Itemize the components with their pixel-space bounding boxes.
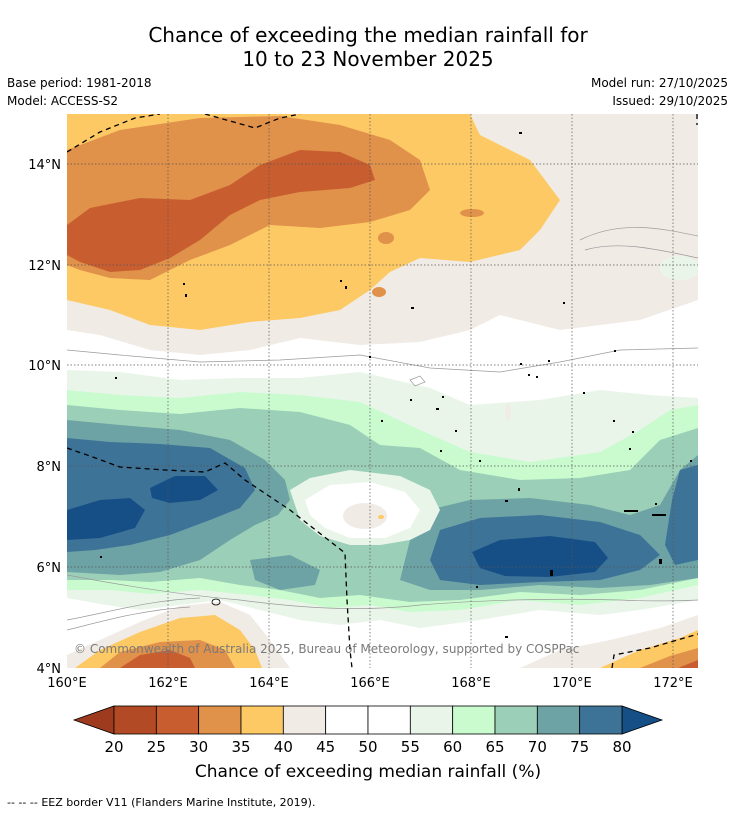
lon-label-166e: 166°E: [350, 676, 390, 691]
contour-central-35-40: [378, 515, 384, 519]
colorbar-tick-75: 75: [570, 738, 589, 756]
lon-label-164e: 164°E: [249, 676, 289, 691]
colorbar-under-triangle: [72, 705, 115, 735]
colorbar-cell-c75_80: [579, 705, 623, 735]
blob-green-a: [325, 432, 359, 452]
contour-lines: [67, 227, 698, 631]
base-period-label: Base period: 1981-2018: [7, 76, 152, 90]
colorbar-tick-80: 80: [612, 738, 631, 756]
lat-label-10n: 10°N: [28, 359, 61, 374]
lon-label-160e: 160°E: [47, 676, 87, 691]
blob-35-40-a: [460, 209, 484, 217]
lon-label-170e: 170°E: [552, 676, 592, 691]
eez-borders: [67, 114, 698, 668]
eez-legend-symbol: -- -- --: [7, 796, 38, 809]
colorbar: 20 25 30 35 40 45 50 55 60 65 70 75 80: [72, 705, 664, 756]
chart-title-line2: 10 to 23 November 2025: [242, 47, 494, 71]
colorbar-tick-55: 55: [401, 738, 420, 756]
islands: [100, 132, 692, 638]
rainfall-probability-field: © Commonwealth of Australia 2025, Bureau…: [67, 114, 698, 668]
blob-light-green-a: [590, 398, 624, 412]
colorbar-tick-60: 60: [443, 738, 462, 756]
contour-southeast-30-35: [640, 648, 698, 668]
colorbar-cell-c35_40: [240, 705, 284, 735]
blob-grey-a: [505, 404, 511, 420]
colorbar-cell-c70_75: [536, 705, 581, 735]
colorbar-tick-30: 30: [189, 738, 208, 756]
blob-30-35-b: [372, 287, 386, 297]
colorbar-title: Chance of exceeding median rainfall (%): [194, 762, 542, 782]
colorbar-tick-35: 35: [231, 738, 250, 756]
blob-30-35-a: [378, 232, 394, 244]
colorbar-tick-65: 65: [485, 738, 504, 756]
eez-legend-text: EEZ border V11 (Flanders Marine Institut…: [41, 796, 316, 809]
colorbar-cell-c30_35: [198, 705, 242, 735]
issued-label: Issued: 29/10/2025: [612, 94, 728, 108]
lon-axis: 160°E 162°E 164°E 166°E 168°E 170°E 172°…: [47, 676, 693, 691]
model-label: Model: ACCESS-S2: [7, 94, 119, 108]
blob-light-green-b: [660, 256, 698, 280]
colorbar-cell-c40_45: [282, 705, 327, 735]
colorbar-cell-c45_50: [325, 705, 369, 735]
colorbar-tick-25: 25: [147, 738, 166, 756]
contour-25-30-north: [67, 150, 375, 272]
contour-central-40-45: [343, 503, 387, 529]
chart-title-line1: Chance of exceeding the median rainfall …: [148, 23, 588, 47]
contour-mid-green-band: [250, 555, 320, 590]
colorbar-tick-50: 50: [358, 738, 377, 756]
lat-label-6n: 6°N: [37, 561, 62, 576]
colorbar-tick-20: 20: [104, 738, 123, 756]
contour-75-80-far-east: [665, 465, 698, 565]
colorbar-cell-c20_25: [113, 705, 157, 735]
colorbar-cell-c50_55: [367, 705, 411, 735]
contour-southeast-25-30: [678, 660, 698, 668]
copyright-notice: © Commonwealth of Australia 2025, Bureau…: [74, 642, 579, 656]
lat-label-4n: 4°N: [37, 662, 62, 677]
colorbar-over-triangle: [621, 705, 664, 735]
model-run-label: Model run: 27/10/2025: [590, 76, 728, 90]
lat-label-12n: 12°N: [28, 259, 61, 274]
colorbar-cell-c65_70: [494, 705, 538, 735]
lon-label-162e: 162°E: [148, 676, 188, 691]
lat-label-14n: 14°N: [28, 158, 61, 173]
lat-label-8n: 8°N: [37, 460, 62, 475]
contour-over-80-b: [150, 476, 218, 503]
lon-label-168e: 168°E: [451, 676, 491, 691]
graticule: [67, 114, 698, 668]
colorbar-tick-45: 45: [316, 738, 335, 756]
colorbar-cell-c55_60: [409, 705, 454, 735]
colorbar-cell-c25_30: [155, 705, 200, 735]
contour-south-25-30: [120, 650, 195, 668]
lat-axis: 14°N 12°N 10°N 8°N 6°N 4°N: [28, 158, 61, 677]
colorbar-tick-70: 70: [528, 738, 547, 756]
contour-over-80-a: [67, 498, 145, 540]
lon-label-172e: 172°E: [653, 676, 693, 691]
colorbar-cell-c60_65: [452, 705, 496, 735]
colorbar-tick-40: 40: [274, 738, 293, 756]
eez-legend: -- -- -- EEZ border V11 (Flanders Marine…: [7, 796, 315, 809]
